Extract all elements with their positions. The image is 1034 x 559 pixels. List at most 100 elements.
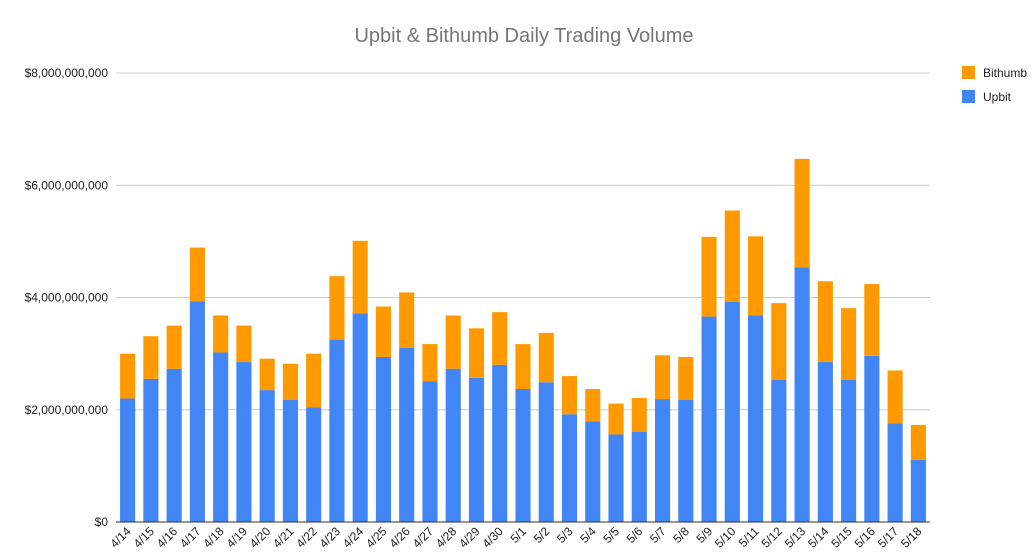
y-tick-label: $6,000,000,000 <box>25 178 109 192</box>
bar-bithumb-4-14 <box>120 353 136 399</box>
x-tick-label: 4/24 <box>340 524 367 551</box>
x-tick-label: 5/6 <box>624 524 646 546</box>
bar-bithumb-4-21 <box>282 363 298 400</box>
bar-bithumb-4-30 <box>492 312 508 365</box>
x-tick-label: 5/2 <box>531 524 553 546</box>
x-tick-label: 5/17 <box>875 524 902 551</box>
bar-bithumb-5-11 <box>748 236 764 316</box>
x-tick-label: 5/16 <box>852 524 879 551</box>
bar-upbit-5-14 <box>817 362 833 522</box>
bar-upbit-4-25 <box>375 356 392 522</box>
legend-swatch-bithumb <box>962 66 975 79</box>
bar-upbit-4-19 <box>236 362 252 522</box>
bar-upbit-5-11 <box>748 315 764 522</box>
bar-upbit-4-16 <box>166 368 182 522</box>
bar-upbit-4-26 <box>399 348 415 522</box>
bar-bithumb-4-16 <box>166 325 182 369</box>
x-tick-label: 5/15 <box>828 524 855 551</box>
x-tick-label: 4/19 <box>224 524 251 551</box>
bar-upbit-4-30 <box>492 364 508 522</box>
y-tick-label: $0 <box>95 515 109 529</box>
bar-bithumb-5-4 <box>585 388 601 422</box>
bar-bithumb-5-3 <box>561 376 578 415</box>
bar-bithumb-5-16 <box>864 284 880 356</box>
bar-upbit-5-8 <box>678 399 694 522</box>
bar-upbit-4-29 <box>468 377 485 522</box>
bar-upbit-5-13 <box>794 267 810 522</box>
x-tick-label: 5/10 <box>712 524 739 551</box>
y-tick-label: $4,000,000,000 <box>25 291 109 305</box>
bar-bithumb-4-19 <box>236 325 252 363</box>
bar-upbit-5-16 <box>864 355 880 522</box>
bar-bithumb-5-2 <box>538 332 554 383</box>
bar-bithumb-4-28 <box>445 315 461 369</box>
x-tick-label: 5/18 <box>898 524 925 551</box>
x-tick-label: 4/28 <box>433 524 460 551</box>
x-tick-label: 5/5 <box>600 524 622 546</box>
bar-upbit-5-12 <box>771 380 787 522</box>
x-tick-label: 4/16 <box>154 524 181 551</box>
bar-upbit-5-10 <box>724 301 740 522</box>
x-tick-label: 5/1 <box>507 524 529 546</box>
x-tick-label: 4/14 <box>107 524 134 551</box>
x-tick-label: 5/13 <box>782 524 809 551</box>
bar-bithumb-4-17 <box>189 247 205 302</box>
bar-bithumb-5-5 <box>608 403 624 435</box>
bar-bithumb-5-14 <box>817 281 833 363</box>
x-tick-label: 5/7 <box>647 524 669 546</box>
bar-bithumb-5-18 <box>910 424 926 460</box>
x-tick-label: 4/23 <box>317 524 344 551</box>
x-tick-label: 5/14 <box>805 524 832 551</box>
bar-upbit-5-9 <box>701 316 717 522</box>
bar-bithumb-5-13 <box>794 158 810 268</box>
chart-title: Upbit & Bithumb Daily Trading Volume <box>354 25 693 47</box>
x-tick-label: 4/25 <box>363 524 390 551</box>
x-tick-label: 4/21 <box>270 524 297 551</box>
bar-upbit-5-3 <box>561 414 578 522</box>
x-tick-label: 4/20 <box>247 524 274 551</box>
bar-upbit-4-20 <box>259 390 275 522</box>
bar-upbit-5-1 <box>515 388 531 522</box>
bar-upbit-4-28 <box>445 368 461 522</box>
bar-upbit-5-15 <box>841 380 857 522</box>
bar-bithumb-5-8 <box>678 356 694 400</box>
x-tick-label: 4/17 <box>177 524 204 551</box>
bar-upbit-4-17 <box>189 301 205 522</box>
bar-upbit-5-4 <box>585 421 601 522</box>
x-tick-label: 4/22 <box>293 524 320 551</box>
y-tick-label: $8,000,000,000 <box>25 66 109 80</box>
bar-bithumb-5-6 <box>631 397 647 432</box>
bar-bithumb-4-26 <box>399 292 415 349</box>
bar-upbit-5-6 <box>631 431 647 522</box>
bar-bithumb-5-1 <box>515 344 531 389</box>
bar-upbit-5-17 <box>887 423 903 522</box>
bar-upbit-5-5 <box>608 434 624 522</box>
legend-label-bithumb: Bithumb <box>983 66 1027 80</box>
legend-label-upbit: Upbit <box>983 90 1012 104</box>
bar-bithumb-4-24 <box>352 240 368 314</box>
x-tick-label: 4/26 <box>386 524 413 551</box>
bar-bithumb-4-18 <box>213 315 229 353</box>
y-tick-label: $2,000,000,000 <box>25 403 109 417</box>
x-tick-label: 5/9 <box>693 524 715 546</box>
x-tick-label: 4/27 <box>410 524 437 551</box>
bar-upbit-5-18 <box>910 459 926 522</box>
x-tick-label: 4/30 <box>479 524 506 551</box>
bar-upbit-5-7 <box>654 399 671 522</box>
bar-bithumb-4-29 <box>468 328 485 378</box>
bar-bithumb-4-23 <box>329 276 345 340</box>
bar-upbit-4-15 <box>143 378 159 522</box>
x-tick-label: 5/8 <box>670 524 692 546</box>
bar-upbit-4-22 <box>306 407 322 522</box>
y-axis-ticks: $0 $2,000,000,000 $4,000,000,000 $6,000,000… <box>25 66 109 529</box>
legend-swatch-upbit <box>962 90 975 103</box>
bar-upbit-4-21 <box>282 399 298 522</box>
bar-upbit-4-24 <box>352 313 368 522</box>
x-tick-label: 4/15 <box>131 524 158 551</box>
x-tick-label: 4/29 <box>456 524 483 551</box>
bar-bithumb-4-25 <box>375 306 392 357</box>
x-tick-label: 5/3 <box>554 524 576 546</box>
x-tick-label: 5/11 <box>736 524 762 550</box>
